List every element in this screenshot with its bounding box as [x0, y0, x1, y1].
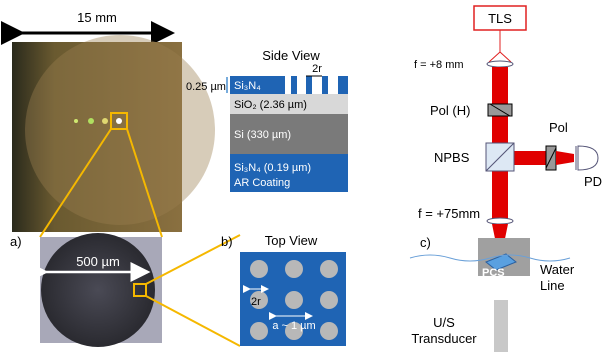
shape	[285, 291, 303, 309]
thickness-label: 0.25 µm	[186, 81, 226, 93]
bottom-layer: Si₃N₄ (0.19 µm)	[234, 162, 311, 174]
source-label: TLS	[488, 11, 512, 26]
shape	[41, 233, 155, 347]
shape	[285, 322, 303, 340]
shape	[39, 128, 112, 238]
panel-label: c)	[420, 235, 431, 250]
zoom-box	[110, 112, 128, 130]
shape	[320, 291, 338, 309]
shape	[250, 322, 268, 340]
shape	[338, 76, 348, 94]
shape	[486, 60, 514, 68]
shape	[250, 291, 268, 309]
shape	[102, 118, 108, 124]
transducer-label: U/S	[433, 315, 455, 330]
shape	[230, 154, 348, 192]
top-layer: Si₃N₄	[234, 80, 261, 92]
shape	[133, 283, 147, 297]
pol-label: Pol (H)	[430, 103, 470, 118]
transducer	[494, 300, 508, 352]
shape	[409, 254, 571, 262]
wafer-photo	[12, 42, 182, 232]
top-title: Top View	[265, 233, 318, 248]
shape	[488, 51, 512, 63]
shape	[306, 76, 312, 94]
shape	[145, 234, 241, 285]
shape	[556, 151, 574, 165]
shape	[320, 322, 338, 340]
shape	[485, 253, 517, 271]
shape	[285, 260, 303, 278]
zoom-scale: 500 µm	[76, 254, 120, 269]
source-box	[473, 5, 527, 31]
sample-label: PCS	[482, 267, 505, 279]
shape	[322, 76, 328, 94]
splitter-label: NPBS	[434, 150, 470, 165]
lens2-label: f = +75mm	[418, 206, 480, 221]
panel-label: b)	[221, 234, 233, 249]
shape	[126, 128, 163, 238]
detector-label: PD	[584, 174, 602, 189]
transducer-label: Transducer	[411, 331, 477, 346]
water-label: Line	[540, 278, 565, 293]
coating-label: AR Coating	[234, 177, 290, 189]
shape	[230, 114, 348, 154]
oxide-layer: SiO₂ (2.36 µm)	[234, 99, 307, 111]
hole-label: 2r	[251, 296, 261, 308]
shape	[512, 151, 546, 165]
shape	[230, 94, 348, 114]
shape	[485, 142, 515, 172]
substrate-layer: Si (330 µm)	[234, 129, 291, 141]
side-title: Side View	[262, 48, 320, 63]
lens1-label: f = +8 mm	[414, 59, 464, 71]
shape	[545, 147, 557, 169]
shape	[74, 119, 78, 123]
panel-label: a)	[10, 234, 22, 249]
shape	[250, 260, 268, 278]
shape	[116, 118, 122, 124]
scale-label: 15 mm	[77, 10, 117, 25]
shape	[291, 76, 297, 94]
shape	[88, 118, 94, 124]
water-label: Water	[540, 262, 575, 277]
shape	[320, 260, 338, 278]
shape	[145, 295, 241, 347]
shape	[489, 103, 511, 117]
pol2-label: Pol	[549, 120, 568, 135]
period-label: a ~ 1 µm	[272, 320, 315, 332]
shape	[486, 217, 514, 225]
shape	[230, 76, 285, 94]
shape	[577, 145, 599, 171]
hole-label: 2r	[312, 63, 322, 75]
